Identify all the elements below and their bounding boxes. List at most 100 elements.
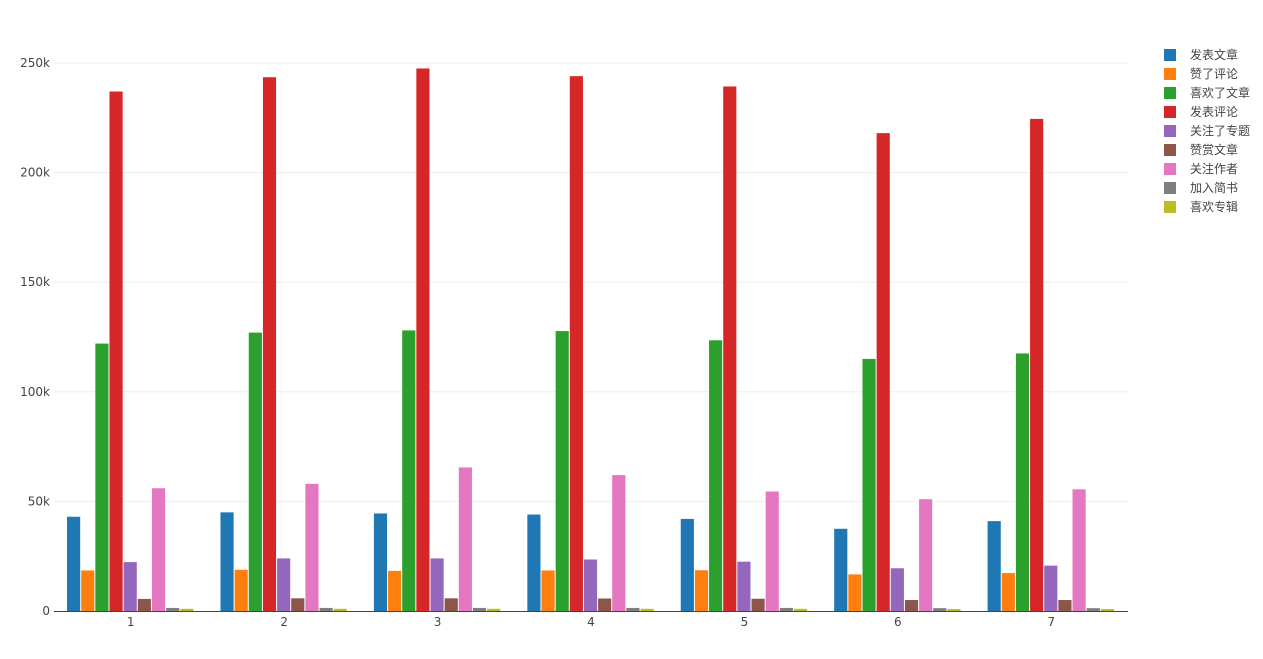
legend-item[interactable]: 喜欢专辑: [1164, 199, 1238, 214]
bar[interactable]: [137, 598, 151, 611]
bar[interactable]: [737, 561, 751, 611]
bar[interactable]: [694, 570, 709, 611]
bar[interactable]: [793, 608, 808, 611]
x-tick-label: 2: [280, 615, 288, 629]
bar[interactable]: [402, 330, 416, 611]
bar[interactable]: [180, 608, 194, 611]
x-tick-label: 7: [1047, 615, 1055, 629]
bar[interactable]: [555, 331, 569, 611]
bar[interactable]: [333, 608, 347, 611]
legend-label: 关注了专题: [1190, 123, 1250, 138]
x-tick-label: 3: [434, 615, 442, 629]
y-axis-ticks: 0 50k 100k 150k 200k 250k: [20, 56, 50, 618]
legend-label: 加入简书: [1190, 181, 1238, 195]
x-tick-label: 4: [587, 615, 595, 629]
bar[interactable]: [723, 86, 737, 611]
bar[interactable]: [541, 570, 555, 611]
bar[interactable]: [947, 609, 961, 611]
bar[interactable]: [890, 568, 904, 611]
bar[interactable]: [848, 574, 862, 611]
bar[interactable]: [444, 598, 458, 611]
grid: [54, 62, 1128, 502]
y-tick-label: 100k: [20, 385, 50, 399]
bar[interactable]: [123, 562, 137, 611]
legend-item[interactable]: 发表评论: [1164, 104, 1238, 119]
bar[interactable]: [876, 133, 890, 611]
bar[interactable]: [388, 570, 402, 611]
legend-swatch: [1164, 182, 1176, 194]
bar[interactable]: [904, 600, 919, 611]
bar[interactable]: [765, 491, 779, 611]
bar[interactable]: [1058, 600, 1072, 611]
bar[interactable]: [1030, 118, 1044, 612]
y-tick-label: 250k: [20, 56, 50, 70]
x-tick-label: 6: [894, 615, 902, 629]
bar[interactable]: [569, 76, 583, 611]
bar[interactable]: [779, 607, 793, 611]
legend-label: 关注作者: [1190, 161, 1238, 176]
bar[interactable]: [527, 514, 541, 611]
legend-swatch: [1164, 49, 1176, 61]
bar[interactable]: [834, 528, 848, 611]
bar[interactable]: [319, 607, 333, 611]
bar[interactable]: [67, 516, 81, 611]
bar[interactable]: [95, 343, 109, 611]
legend-label: 喜欢了文章: [1190, 85, 1250, 100]
bar[interactable]: [1044, 565, 1058, 611]
legend-swatch: [1164, 201, 1176, 213]
bar[interactable]: [416, 68, 430, 612]
bar[interactable]: [248, 332, 262, 611]
bar[interactable]: [81, 570, 95, 611]
legend-swatch: [1164, 144, 1176, 156]
bar[interactable]: [277, 558, 291, 611]
bar[interactable]: [862, 358, 876, 611]
bar[interactable]: [234, 569, 248, 611]
bar[interactable]: [987, 521, 1001, 611]
legend-item[interactable]: 赞赏文章: [1164, 142, 1238, 157]
legend-item[interactable]: 发表文章: [1164, 47, 1238, 62]
legend-swatch: [1164, 125, 1176, 137]
legend-label: 发表文章: [1190, 47, 1238, 62]
bar[interactable]: [1001, 573, 1015, 611]
bar[interactable]: [487, 608, 501, 611]
bar[interactable]: [305, 483, 319, 611]
bar[interactable]: [220, 512, 234, 611]
bar[interactable]: [933, 608, 947, 611]
bars: [67, 68, 1114, 612]
legend-label: 赞赏文章: [1190, 142, 1238, 157]
bar[interactable]: [919, 499, 933, 611]
bar[interactable]: [598, 598, 612, 611]
bar[interactable]: [1072, 489, 1086, 611]
y-tick-label: 0: [42, 604, 50, 618]
bar[interactable]: [262, 77, 277, 611]
bar[interactable]: [472, 607, 487, 611]
legend-label: 发表评论: [1190, 104, 1238, 119]
bar[interactable]: [626, 607, 640, 611]
bar[interactable]: [166, 607, 180, 611]
bar[interactable]: [1100, 609, 1114, 611]
legend-item[interactable]: 关注了专题: [1164, 123, 1250, 138]
legend-item[interactable]: 加入简书: [1164, 181, 1238, 195]
legend-swatch: [1164, 106, 1176, 118]
bar[interactable]: [373, 513, 388, 611]
bar[interactable]: [1086, 608, 1100, 611]
bar[interactable]: [1015, 353, 1030, 611]
bar[interactable]: [612, 475, 626, 611]
bar[interactable]: [151, 488, 166, 611]
legend-label: 赞了评论: [1190, 67, 1238, 81]
legend-item[interactable]: 关注作者: [1164, 161, 1238, 176]
bar[interactable]: [640, 608, 654, 611]
bar[interactable]: [458, 467, 472, 611]
legend-swatch: [1164, 68, 1176, 80]
bar[interactable]: [430, 558, 444, 611]
bar[interactable]: [680, 518, 694, 611]
legend-label: 喜欢专辑: [1190, 199, 1238, 214]
bar[interactable]: [291, 598, 305, 611]
bar[interactable]: [751, 598, 765, 611]
bar[interactable]: [709, 340, 723, 611]
bar[interactable]: [583, 559, 598, 611]
legend-item[interactable]: 喜欢了文章: [1164, 85, 1250, 100]
bar[interactable]: [109, 91, 123, 612]
legend-item[interactable]: 赞了评论: [1164, 67, 1238, 81]
